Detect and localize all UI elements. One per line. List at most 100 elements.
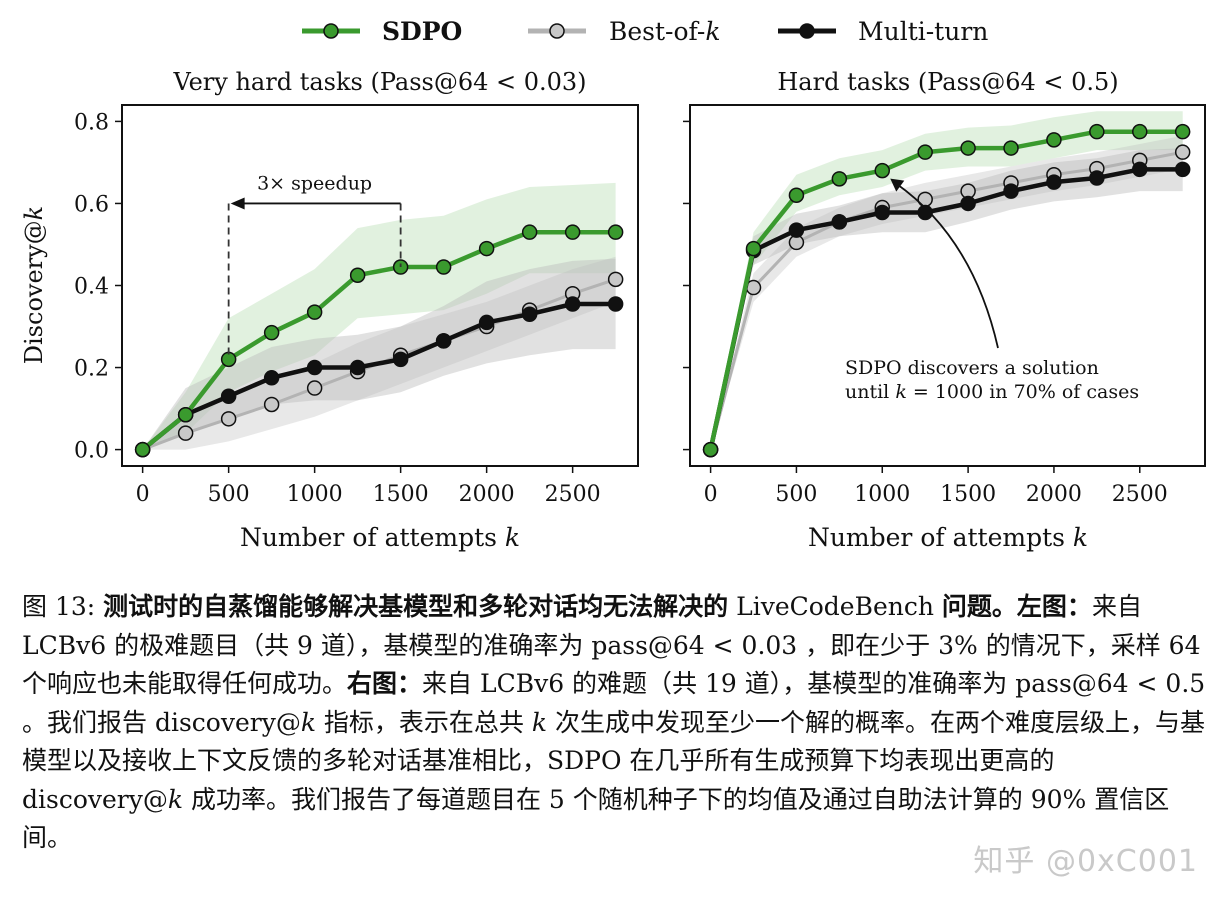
caption-figure-number: 图 13: <box>22 592 104 621</box>
left-x-axis-label: Number of attempts k <box>240 523 520 552</box>
left-bestofk-point <box>263 396 280 413</box>
left-multiturn-point <box>564 296 581 312</box>
legend-bestofk-label-k: k <box>705 17 720 46</box>
caption-left-description: 来自 LCBv6 的极难题目（共 9 道），基模型的准确率为 pass@64 <… <box>22 592 1201 698</box>
right-multiturn-point <box>831 214 848 230</box>
left-x-tick-label: 2500 <box>545 482 601 507</box>
caption-right-description-4: 成功率。我们报告了每道题目在 5 个随机种子下的均值及通过自助法计算的 90% … <box>22 784 1170 853</box>
legend: SDPO Best-of-k Multi-turn <box>302 17 988 46</box>
right-annotation-arrow-head <box>890 178 905 192</box>
caption-k-1: k <box>300 707 316 737</box>
left-y-tick-label: 0.2 <box>74 357 109 382</box>
right-bestofk-confidence-band <box>710 135 1183 450</box>
right-x-tick-label: 2000 <box>1026 482 1082 507</box>
right-sdpo-point <box>874 162 891 179</box>
left-multiturn-point <box>349 359 366 376</box>
right-annotation-line1: SDPO discovers a solution <box>845 357 1099 379</box>
left-y-tick-label: 0.6 <box>74 192 109 217</box>
right-x-tick-label: 1500 <box>940 482 996 507</box>
left-x-tick-label: 1000 <box>287 482 343 507</box>
ann-line2-after: = 1000 in 70% of cases <box>907 381 1139 403</box>
left-sdpo-point <box>134 441 151 458</box>
right-multiturn-point <box>874 204 891 221</box>
left-sdpo-point <box>607 224 624 240</box>
left-multiturn-point <box>478 314 495 331</box>
left-multiturn-confidence-band <box>142 258 616 450</box>
right-x-tick-label: 500 <box>775 482 817 507</box>
left-multiturn-point <box>263 370 280 386</box>
caption-right-description: 来自 LCBv6 的难题（共 19 道），基模型的准确率为 pass@64 < … <box>22 669 1206 737</box>
left-bestofk-confidence-band <box>142 256 616 450</box>
ann-line2-k: k <box>895 381 907 403</box>
left-multiturn-point <box>392 351 409 368</box>
watermark: 知乎 @0xC001 <box>973 844 1198 879</box>
left-y-tick-label: 0.8 <box>74 110 109 135</box>
left-bestofk-point <box>177 425 194 441</box>
left-sdpo-point <box>478 240 495 257</box>
left-bestofk-point <box>220 411 237 427</box>
legend-multiturn-label: Multi-turn <box>858 17 988 46</box>
caption-right-label: 右图： <box>347 669 423 698</box>
right-multiturn-point <box>1132 161 1148 178</box>
right-x-label-text: Number of attempts <box>808 523 1065 552</box>
caption-title-bold-2: 问题。左图： <box>941 592 1092 621</box>
right-x-label-k: k <box>1073 523 1088 552</box>
legend-bestofk-label-text: Best-of- <box>609 17 705 46</box>
ann-line2-before: until <box>845 381 895 403</box>
right-multiturn-point <box>1003 183 1019 199</box>
speedup-annotation-label: 3× speedup <box>257 173 372 195</box>
caption-right-description-3: 次生成中发现至少一个解的概率。在两个难度层级上，与基模型以及接收上下文反馈的多轮… <box>22 707 1205 814</box>
legend-bestofk-marker <box>549 23 565 39</box>
legend-bestofk-label: Best-of-k <box>609 17 721 46</box>
left-y-tick-label: 0.4 <box>74 275 109 300</box>
left-sdpo-confidence-band <box>142 182 616 450</box>
right-sdpo-point <box>1003 140 1019 156</box>
right-multiturn-point <box>960 195 976 212</box>
left-y-tick-label: 0.0 <box>74 439 109 464</box>
right-panel-title: Hard tasks (Pass@64 < 0.5) <box>777 68 1118 96</box>
right-multiturn-point <box>1089 170 1105 186</box>
legend-multiturn-marker <box>799 23 815 39</box>
right-x-tick-label: 2500 <box>1112 482 1168 507</box>
left-x-tick-label: 500 <box>208 482 250 507</box>
right-multiturn-point <box>917 204 933 221</box>
legend-sdpo-label: SDPO <box>382 17 462 46</box>
left-sdpo-point <box>435 259 452 275</box>
right-plot-area: 0 500 1000 1500 2000 2500 <box>683 104 1206 507</box>
caption-title-bold: 测试时的自蒸馏能够解决基模型和多轮对话均无法解决的 <box>103 592 729 621</box>
left-multiturn-point <box>220 388 237 405</box>
left-multiturn-point <box>435 333 452 349</box>
left-sdpo-point <box>177 406 194 423</box>
left-bestofk-point <box>607 271 624 288</box>
left-sdpo-point <box>521 224 538 240</box>
left-panel-title: Very hard tasks (Pass@64 < 0.03) <box>172 68 586 96</box>
right-annotation-line2: until k = 1000 in 70% of cases <box>845 381 1139 403</box>
right-multiturn-point <box>1046 174 1062 190</box>
left-sdpo-point <box>349 267 366 283</box>
y-label-k: k <box>20 206 48 221</box>
right-sdpo-point <box>745 240 762 257</box>
right-multiturn-confidence-band <box>710 148 1183 450</box>
right-multiturn-point <box>788 222 805 238</box>
legend-sdpo-marker <box>323 23 339 39</box>
right-x-axis-label: Number of attempts k <box>808 523 1088 552</box>
right-sdpo-point <box>1089 123 1105 140</box>
right-sdpo-point <box>831 171 848 187</box>
right-sdpo-point <box>1132 123 1148 140</box>
right-sdpo-point <box>960 140 976 156</box>
left-x-tick-label: 2000 <box>459 482 515 507</box>
right-sdpo-confidence-band <box>710 111 1183 450</box>
speedup-arrow-head <box>230 197 245 210</box>
left-sdpo-point <box>564 224 581 240</box>
figure: SDPO Best-of-k Multi-turn Very hard task… <box>20 17 1206 552</box>
right-sdpo-point <box>917 144 933 160</box>
caption-right-description-2: 指标，表示在总共 <box>315 707 532 737</box>
right-sdpo-point <box>788 187 805 203</box>
caption-title-benchmark: LiveCodeBench <box>728 592 942 621</box>
right-x-tick-label: 1000 <box>854 482 910 507</box>
right-sdpo-point <box>702 441 719 458</box>
right-bestofk-point <box>1174 144 1191 160</box>
left-y-axis-label: Discovery@k <box>20 206 48 364</box>
right-x-tick-label: 0 <box>704 482 718 507</box>
right-multiturn-point <box>1174 161 1191 178</box>
